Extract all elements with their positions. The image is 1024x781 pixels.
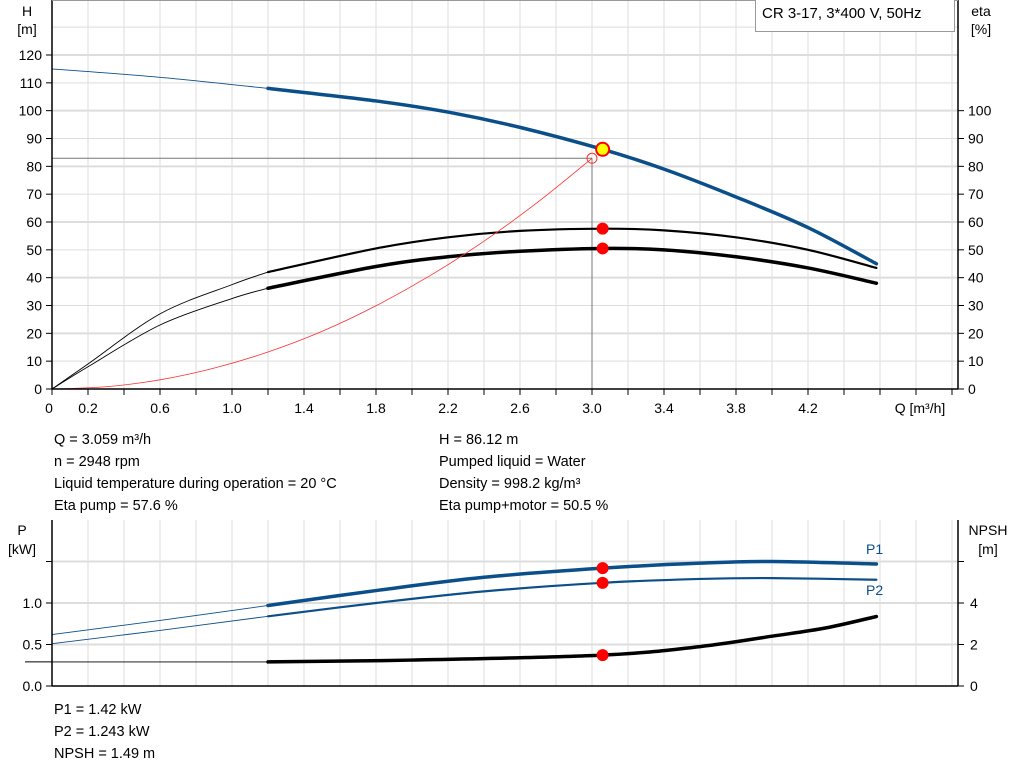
pump-title-box: CR 3-17, 3*400 V, 50Hz	[755, 0, 955, 32]
eta-tick-label: 30	[968, 298, 984, 314]
info-density: Density = 998.2 kg/m³	[439, 476, 581, 492]
power-grid	[52, 520, 958, 686]
q-tick-label: 0.2	[78, 400, 98, 416]
h-tick-label: 60	[26, 214, 42, 230]
q-tick-label: 1.8	[366, 400, 386, 416]
p-axis-unit: [kW]	[8, 541, 36, 557]
curve-P2	[266, 576, 878, 618]
eta-tick-label: 70	[968, 186, 984, 202]
info-right: H = 86.12 m Pumped liquid = Water Densit…	[439, 429, 608, 517]
duty-point-eta-pump	[596, 222, 609, 235]
duty-point-eta-total	[596, 242, 609, 255]
q-axis-label: Q [m³/h]	[895, 400, 946, 416]
curve-P2-extrapolated	[51, 615, 269, 645]
h-tick-label: 30	[26, 298, 42, 314]
q-tick-label: 1.4	[294, 400, 314, 416]
duty-point-head	[595, 141, 611, 157]
h-axis-label: H	[22, 3, 32, 19]
q-tick-label: 3.8	[726, 400, 746, 416]
eta-tick-label: 20	[968, 325, 984, 341]
power-axes: 0.0 0.5 1.0 0 2 4	[23, 520, 978, 694]
h-tick-label: 100	[19, 103, 43, 119]
eta-tick-label: 10	[968, 353, 984, 369]
eta-tick-label: 40	[968, 270, 984, 286]
p1-curve-label: P1	[866, 541, 883, 557]
h-tick-label: 10	[26, 353, 42, 369]
eta-tick-label: 80	[968, 158, 984, 174]
npsh-tick-label: 0	[970, 678, 978, 694]
h-tick-label: 110	[20, 75, 43, 91]
curve-H-extrapolated	[51, 68, 269, 89]
q-tick-label: 0.6	[150, 400, 170, 416]
npsh-axis-unit: [m]	[978, 541, 997, 557]
info-temperature: Liquid temperature during operation = 20…	[54, 476, 337, 492]
q-tick-label: 1.0	[222, 400, 242, 416]
q-tick-label: 2.2	[438, 400, 458, 416]
info-eta-total: Eta pump+motor = 50.5 %	[439, 498, 609, 514]
eta-tick-label: 100	[968, 103, 992, 119]
curve-eta_total	[266, 246, 879, 290]
requested-point-marker	[586, 152, 598, 164]
curve-eta_pump-extrapolated	[51, 271, 269, 390]
q-tick-label: 3.0	[582, 400, 602, 416]
info-eta-pump: Eta pump = 57.6 %	[54, 498, 178, 514]
curve-P1	[266, 559, 879, 608]
info-speed: n = 2948 rpm	[54, 454, 140, 470]
h-tick-label: 50	[26, 242, 42, 258]
info-flow: Q = 3.059 m³/h	[54, 432, 152, 448]
h-tick-label: 80	[26, 158, 42, 174]
h-tick-label: 70	[26, 186, 42, 202]
eta-tick-label: 50	[968, 242, 984, 258]
eta-axis-label: eta	[971, 3, 991, 19]
h-tick-label: 90	[26, 131, 42, 147]
q-tick-label: 4.2	[798, 400, 818, 416]
curve-eta_total-extrapolated	[51, 287, 269, 390]
h-tick-label: 40	[26, 270, 42, 286]
p-tick-label: 0.5	[23, 637, 43, 653]
info-bottom: P1 = 1.42 kW P2 = 1.243 kW NPSH = 1.49 m	[54, 699, 155, 765]
h-axis-unit: [m]	[17, 21, 36, 37]
info-p2: P2 = 1.243 kW	[54, 724, 150, 740]
p2-curve-label: P2	[866, 582, 883, 598]
q-tick-label: 0	[45, 400, 53, 416]
main-axes: 0 10 20 30 40 50 60 70 80 90 100 110 120 0 10 20 30 40 50 6…	[19, 0, 992, 416]
curve-H	[266, 86, 879, 266]
h-tick-label: 0	[34, 381, 42, 397]
h-tick-label: 20	[26, 325, 42, 341]
duty-point-p2	[596, 576, 609, 589]
info-npsh: NPSH = 1.49 m	[54, 746, 156, 762]
curve-NPSH	[266, 614, 879, 664]
npsh-axis-label: NPSH	[969, 522, 1008, 538]
main-grid	[52, 0, 958, 389]
h-tick-label: 120	[19, 47, 43, 63]
eta-axis-unit: [%]	[971, 21, 991, 37]
pump-title: CR 3-17, 3*400 V, 50Hz	[762, 5, 922, 22]
q-tick-label: 3.4	[654, 400, 674, 416]
p-tick-label: 0.0	[23, 678, 43, 694]
npsh-tick-label: 4	[970, 595, 978, 611]
eta-tick-label: 0	[968, 381, 976, 397]
curve-P1-extrapolated	[51, 605, 269, 635]
eta-tick-label: 90	[968, 131, 984, 147]
curve-eta_pump	[266, 227, 878, 274]
duty-point-p1	[596, 562, 609, 575]
curve-system	[51, 157, 593, 390]
info-liquid: Pumped liquid = Water	[439, 454, 586, 470]
info-left: Q = 3.059 m³/h n = 2948 rpm Liquid tempe…	[54, 429, 337, 517]
eta-tick-label: 60	[968, 214, 984, 230]
duty-point-npsh	[596, 649, 609, 662]
npsh-tick-label: 2	[970, 637, 978, 653]
info-p1: P1 = 1.42 kW	[54, 702, 142, 718]
p-axis-label: P	[17, 522, 26, 538]
power-curves	[25, 559, 879, 664]
main-curves	[51, 68, 879, 390]
p-tick-label: 1.0	[23, 595, 43, 611]
info-head: H = 86.12 m	[439, 432, 519, 448]
q-tick-label: 2.6	[510, 400, 530, 416]
